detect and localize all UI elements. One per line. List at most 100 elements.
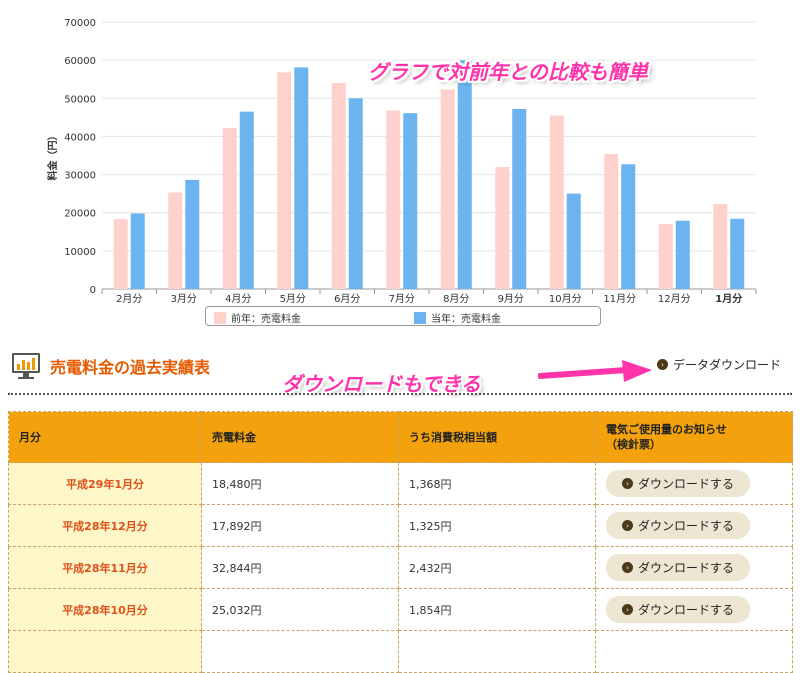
bar-current (566, 193, 581, 289)
download-button-label: ダウンロードする (638, 603, 735, 617)
legend-swatch-prev (214, 311, 226, 324)
y-tick-label: 40000 (64, 132, 96, 143)
legend-item-current[interactable]: 当年：売電料金 (414, 310, 501, 325)
history-table: 月分 売電料金 うち消費税相当額 電気ご使用量のお知らせ （検針票） 平成29年… (8, 411, 793, 673)
section-title: 売電料金の過去実績表 (50, 358, 211, 377)
bar-current (348, 98, 363, 290)
chevron-right-icon: › (622, 520, 633, 531)
row-amount: 18,480円 (201, 462, 399, 505)
row-download-cell: › ダウンロードする (595, 462, 793, 505)
bar-current (621, 164, 636, 289)
legend-label-prev: 前年：売電料金 (231, 314, 301, 325)
x-tick-label: 9月分 (498, 293, 524, 305)
bar-prev (658, 224, 673, 289)
row-tax: 1,368円 (398, 462, 596, 505)
bar-prev (331, 83, 346, 290)
row-download-cell: › ダウンロードする (595, 546, 793, 589)
table-row: 平成28年11月分 32,844円 2,432円 › ダウンロードする (8, 546, 793, 589)
header-tax: うち消費税相当額 (398, 411, 596, 463)
header-notice: 電気ご使用量のお知らせ （検針票） (595, 411, 793, 463)
chart-legend: 前年：売電料金 当年：売電料金 (205, 306, 601, 326)
download-button[interactable]: › ダウンロードする (606, 554, 751, 581)
chevron-right-icon: › (622, 562, 633, 573)
bar-current (675, 220, 690, 289)
bar-prev (386, 110, 401, 290)
x-tick-label: 6月分 (334, 293, 360, 305)
legend-label-current: 当年：売電料金 (431, 314, 501, 325)
row-download-cell: › ダウンロードする (595, 504, 793, 547)
download-button[interactable]: › ダウンロードする (606, 596, 751, 623)
annotation-download: ダウンロードもできる (282, 372, 481, 396)
row-empty (595, 630, 793, 673)
row-month: 平成29年1月分 (8, 462, 202, 505)
y-axis-label: 料金（円） (46, 131, 59, 181)
x-tick-label: 12月分 (658, 293, 691, 305)
y-tick-label: 10000 (64, 247, 96, 258)
x-tick-label: 10月分 (549, 293, 582, 305)
header-month: 月分 (8, 411, 202, 463)
row-tax: 2,432円 (398, 546, 596, 589)
row-month: 平成28年12月分 (8, 504, 202, 547)
bar-current (185, 179, 200, 289)
row-amount: 17,892円 (201, 504, 399, 547)
x-tick-label: 2月分 (116, 293, 142, 305)
x-tick-label: 5月分 (280, 293, 306, 305)
bar-prev (440, 89, 455, 290)
data-download-label: データダウンロード (673, 358, 782, 372)
table-row: 平成28年10月分 25,032円 1,854円 › ダウンロードする (8, 588, 793, 631)
header-amount: 売電料金 (201, 411, 399, 463)
x-tick-label: 3月分 (171, 293, 197, 305)
download-button-label: ダウンロードする (638, 561, 735, 575)
x-tick-label: 7月分 (389, 293, 415, 305)
y-tick-label: 20000 (64, 209, 96, 220)
download-button[interactable]: › ダウンロードする (606, 470, 751, 497)
bar-prev (113, 219, 128, 289)
row-tax: 1,854円 (398, 588, 596, 631)
row-empty (398, 630, 596, 673)
bar-current (457, 60, 472, 290)
download-button-label: ダウンロードする (638, 519, 735, 533)
row-tax: 1,325円 (398, 504, 596, 547)
x-tick-label: 8月分 (443, 293, 469, 305)
annotation-arrow (538, 360, 652, 382)
row-download-cell: › ダウンロードする (595, 588, 793, 631)
table-row: 平成29年1月分 18,480円 1,368円 › ダウンロードする (8, 462, 793, 505)
bar-prev (604, 153, 619, 289)
x-tick-label: 11月分 (603, 293, 636, 305)
bar-current (239, 111, 254, 289)
table-row: 平成28年12月分 17,892円 1,325円 › ダウンロードする (8, 504, 793, 547)
bar-prev (495, 166, 510, 289)
monitor-chart-icon (12, 353, 40, 379)
header-notice-line2: （検針票） (606, 438, 661, 451)
bar-prev (168, 192, 183, 289)
chevron-right-icon: › (622, 478, 633, 489)
section-header: 売電料金の過去実績表 (10, 350, 210, 382)
bar-prev (713, 203, 728, 289)
bar-chart: 0 10000 20000 30000 40000 50000 60000 70000 料金（円… (46, 18, 757, 305)
bar-current (403, 113, 418, 289)
legend-item-prev[interactable]: 前年：売電料金 (214, 310, 301, 325)
bar-current (730, 218, 745, 289)
y-tick-label: 50000 (64, 94, 96, 105)
chevron-right-icon: › (657, 359, 668, 370)
chevron-right-icon: › (622, 604, 633, 615)
bar-current (130, 213, 145, 289)
table-header-row: 月分 売電料金 うち消費税相当額 電気ご使用量のお知らせ （検針票） (8, 411, 793, 463)
download-button[interactable]: › ダウンロードする (606, 512, 751, 539)
bar-prev (222, 128, 237, 289)
bar-prev (277, 72, 292, 289)
annotation-compare: グラフで対前年との比較も簡単 (368, 60, 648, 84)
bar-current (294, 67, 309, 289)
download-button-label: ダウンロードする (638, 477, 735, 491)
y-tick-label: 60000 (64, 56, 96, 67)
data-download-link[interactable]: › データダウンロード (657, 356, 781, 373)
x-tick-label: 1月分 (715, 292, 742, 305)
row-month: 平成28年10月分 (8, 588, 202, 631)
row-empty (201, 630, 399, 673)
y-tick-label: 30000 (64, 171, 96, 182)
row-amount: 25,032円 (201, 588, 399, 631)
legend-swatch-current (414, 311, 426, 324)
row-amount: 32,844円 (201, 546, 399, 589)
row-month-empty (8, 630, 202, 673)
row-month: 平成28年11月分 (8, 546, 202, 589)
